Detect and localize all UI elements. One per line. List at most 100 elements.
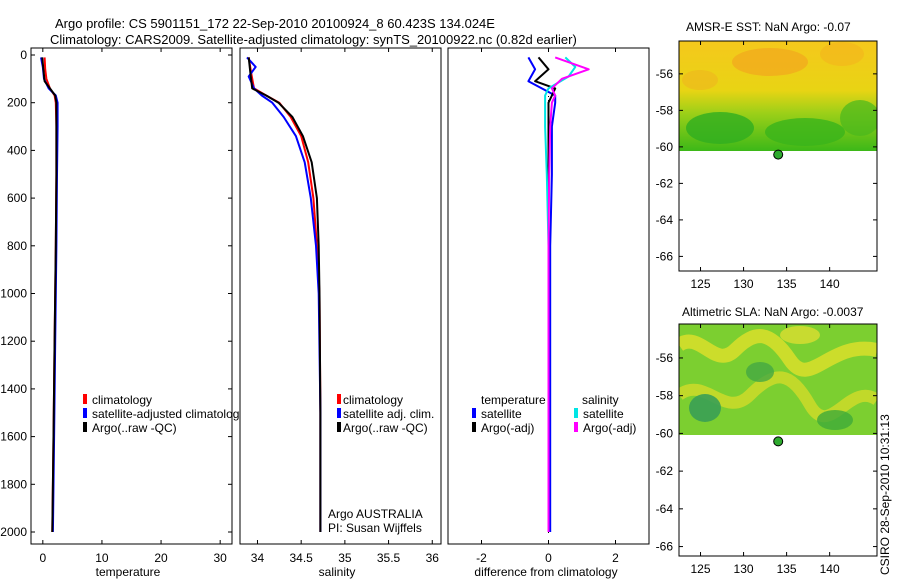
- series-line-climatology: [247, 57, 322, 532]
- temperature-legend: climatology satellite-adjusted climatolo…: [83, 393, 239, 435]
- x-tick-label: 34: [251, 551, 265, 565]
- y-tick-label: -64: [656, 502, 674, 516]
- sst-cool-patch: [840, 100, 877, 136]
- sst-warm-patch: [732, 48, 808, 76]
- x-tick-label: 130: [734, 562, 754, 576]
- salinity-series: [246, 56, 322, 532]
- x-tick-label: 35.5: [377, 551, 401, 565]
- temperature-panel: 0 10 20 30 0 200 400 600 800 1000 1200 1400 1600 1800…: [0, 47, 239, 579]
- x-tick-label: 140: [820, 562, 840, 576]
- y-tick-label: 0: [20, 48, 27, 62]
- legend-swatch-climatology: [83, 394, 87, 404]
- legend-swatch-temp-argo: [472, 422, 476, 432]
- legend-swatch-satellite: [83, 408, 87, 418]
- sla-map-frame: [678, 323, 878, 557]
- difference-axis-ticks: -2 0 2: [476, 48, 619, 565]
- sla-high-ridge: [679, 371, 877, 423]
- legend-label-climatology: climatology: [343, 393, 403, 407]
- y-tick-label: 200: [7, 96, 27, 110]
- y-tick-label: -58: [656, 103, 674, 117]
- y-tick-label: -58: [656, 389, 674, 403]
- figure-title-line1: Argo profile: CS 5901151_172 22-Sep-2010…: [55, 16, 495, 31]
- sst-cool-patch: [765, 118, 845, 146]
- temperature-xlabel: temperature: [96, 565, 161, 579]
- x-tick-label: 130: [734, 277, 754, 291]
- difference-legend: temperature salinity satellite Argo(-adj…: [472, 393, 636, 435]
- legend-title-salinity: salinity: [582, 393, 619, 407]
- x-tick-label: 140: [820, 277, 840, 291]
- y-tick-label: 800: [7, 239, 27, 253]
- salinity-plot-frame: [239, 47, 442, 545]
- legend-title-temperature: temperature: [481, 393, 546, 407]
- y-tick-label: -56: [656, 67, 674, 81]
- sla-map-axis-ticks: 125 130 135 140 -56 -58 -60 -62 -64 -66: [656, 324, 877, 576]
- x-tick-label: 30: [213, 551, 227, 565]
- series-line-argo-raw-qc: [41, 57, 58, 533]
- x-tick-label: 34.5: [289, 551, 313, 565]
- legend-label-temp-argo: Argo(-adj): [481, 421, 534, 435]
- salinity-panel: 34 34.5 35 35.5 36 salinity climatology sate…: [239, 47, 442, 579]
- legend-label-argo: Argo(..raw -QC): [343, 421, 428, 435]
- argo-float-marker: [773, 149, 784, 160]
- y-tick-label: 1800: [0, 477, 27, 491]
- temperature-series: [40, 57, 59, 533]
- y-tick-label: 1200: [0, 334, 27, 348]
- argo-float-marker: [773, 436, 784, 447]
- x-tick-label: 135: [777, 277, 797, 291]
- sst-warm-patch: [820, 42, 864, 66]
- x-tick-label: 135: [777, 562, 797, 576]
- sla-high-patch: [780, 326, 820, 344]
- y-tick-label: -64: [656, 213, 674, 227]
- temperature-plot-frame: [30, 47, 233, 545]
- sla-heatmap: [679, 324, 877, 435]
- y-tick-label: 1400: [0, 382, 27, 396]
- series-line-temperature-satellite: [527, 56, 557, 532]
- x-tick-label: -2: [476, 551, 487, 565]
- y-tick-label: -62: [656, 176, 674, 190]
- legend-swatch-sal-satellite: [574, 408, 578, 418]
- sst-map-frame: [678, 40, 878, 272]
- legend-label-sal-argo: Argo(-adj): [583, 421, 636, 435]
- x-tick-label: 20: [154, 551, 168, 565]
- sst-heatmap: [679, 41, 877, 151]
- x-tick-label: 10: [95, 551, 109, 565]
- x-tick-label: 0: [39, 551, 46, 565]
- legend-label-argo: Argo(..raw -QC): [92, 421, 177, 435]
- legend-label-satellite: satellite adj. clim.: [343, 407, 434, 421]
- y-tick-label: 400: [7, 143, 27, 157]
- figure-credit: CSIRO 28-Sep-2010 10:31:13: [878, 414, 892, 575]
- salinity-xlabel: salinity: [319, 565, 356, 579]
- sla-low-eddy: [817, 410, 853, 430]
- y-tick-label: 2000: [0, 525, 27, 539]
- y-tick-label: 600: [7, 191, 27, 205]
- series-line-salinity-argo-adj: [547, 56, 590, 532]
- difference-xlabel: difference from climatology: [474, 565, 617, 579]
- legend-label-temp-satellite: satellite: [481, 407, 522, 421]
- difference-series: [527, 56, 590, 532]
- legend-swatch-argo: [83, 422, 87, 432]
- y-tick-label: -60: [656, 426, 674, 440]
- y-tick-label: -62: [656, 464, 674, 478]
- x-tick-label: 35: [338, 551, 352, 565]
- sst-map-title: AMSR-E SST: NaN Argo: -0.07: [686, 20, 851, 34]
- x-tick-label: 36: [426, 551, 440, 565]
- series-line-argo-raw-qc: [247, 57, 322, 532]
- sla-high-ridge: [679, 329, 877, 377]
- x-tick-label: 125: [691, 277, 711, 291]
- legend-swatch-climatology: [337, 394, 341, 404]
- temperature-axis-ticks: 0 10 20 30 0 200 400 600 800 1000 1200 1400 1600 1800…: [0, 48, 232, 565]
- sla-map-panel: Altimetric SLA: NaN Argo: -0.0037 125 130…: [656, 305, 878, 576]
- difference-panel: -2 0 2 difference from climatology tempera…: [447, 47, 650, 579]
- y-tick-label: 1600: [0, 430, 27, 444]
- y-tick-label: -66: [656, 249, 674, 263]
- legend-label-sal-satellite: satellite: [583, 407, 624, 421]
- argo-program-annotation: Argo AUSTRALIA: [328, 507, 423, 521]
- legend-label-satellite: satellite-adjusted climatolog: [92, 407, 239, 421]
- y-tick-label: -66: [656, 540, 674, 554]
- y-tick-label: -56: [656, 351, 674, 365]
- sst-warm-patch: [682, 70, 718, 90]
- sla-map-title: Altimetric SLA: NaN Argo: -0.0037: [682, 305, 864, 319]
- y-tick-label: 1000: [0, 287, 27, 301]
- legend-swatch-sal-argo: [574, 422, 578, 432]
- sla-low-eddy: [689, 394, 721, 422]
